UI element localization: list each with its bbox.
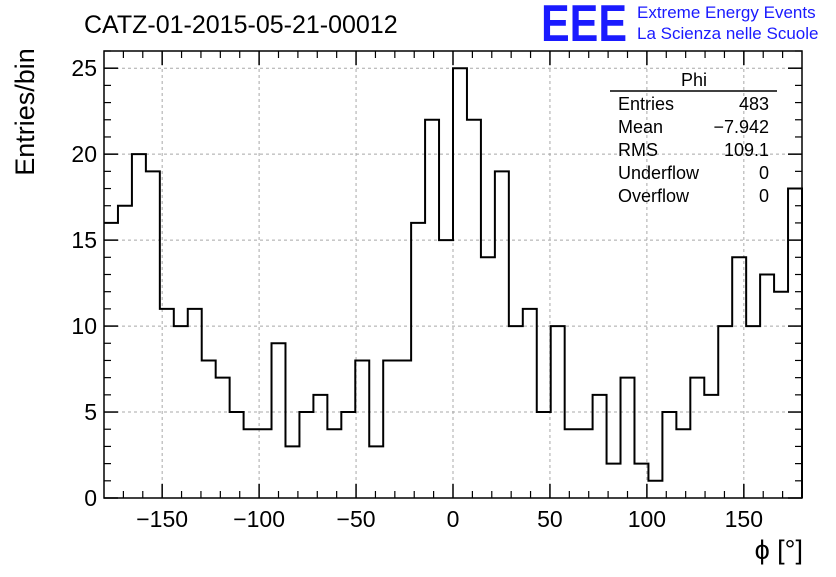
- y-tick-label: 20: [71, 141, 97, 167]
- histogram-series: [104, 67, 803, 499]
- x-tick-label: −150: [136, 506, 188, 532]
- y-tick-label: 25: [71, 55, 97, 81]
- histogram-bin: [118, 206, 132, 498]
- histogram-bin: [174, 326, 188, 498]
- histogram-bin: [537, 412, 551, 498]
- histogram-bin: [662, 412, 676, 498]
- histogram-bin: [746, 326, 760, 498]
- histogram-bin: [160, 309, 174, 498]
- histogram-bin: [146, 171, 160, 498]
- histogram-bin: [285, 446, 299, 498]
- x-tick-label: 150: [725, 506, 763, 532]
- y-tick-label: 10: [71, 313, 97, 339]
- histogram-bin: [579, 429, 593, 498]
- histogram-bin: [132, 154, 146, 498]
- histogram-bin: [467, 120, 481, 498]
- stats-box: Phi Entries 483 Mean −7.942 RMS 109.1 Un…: [610, 70, 777, 206]
- y-axis-label: Entries/bin: [10, 48, 40, 176]
- y-tick-label: 5: [84, 399, 97, 425]
- stats-label: Mean: [618, 117, 663, 137]
- stats-label: RMS: [618, 140, 658, 160]
- histogram-bin: [690, 378, 704, 498]
- histogram-outline: [104, 67, 803, 498]
- histogram-bin: [704, 395, 718, 498]
- histogram-bin: [439, 240, 453, 498]
- histogram-bin: [216, 378, 230, 498]
- histogram-bin: [718, 326, 732, 498]
- histogram-bin: [425, 120, 439, 498]
- x-tick-label: 100: [628, 506, 666, 532]
- stats-title: Phi: [681, 70, 707, 90]
- histogram-bin: [272, 343, 286, 498]
- y-tick-label: 15: [71, 227, 97, 253]
- histogram-bin: [565, 429, 579, 498]
- axis-ticks: [104, 50, 802, 499]
- histogram-bin: [760, 275, 774, 499]
- histogram-bin: [523, 309, 537, 498]
- logo-line-1: Extreme Energy Events: [637, 3, 816, 22]
- stats-label: Entries: [618, 94, 674, 114]
- histogram-bin: [621, 378, 635, 498]
- histogram-bin: [453, 68, 467, 498]
- stats-value: −7.942: [713, 117, 769, 137]
- histogram-bin: [732, 257, 746, 498]
- stats-value: 109.1: [724, 140, 769, 160]
- histogram-bin: [551, 326, 565, 498]
- histogram-bin: [299, 412, 313, 498]
- histogram-bin: [202, 360, 216, 498]
- histogram-bin: [774, 292, 788, 498]
- stats-value: 0: [759, 163, 769, 183]
- x-tick-label: 50: [537, 506, 563, 532]
- histogram-bin: [369, 446, 383, 498]
- x-tick-label: 0: [447, 506, 460, 532]
- x-axis-label: ϕ [°]: [755, 535, 803, 565]
- chart-title: CATZ-01-2015-05-21-00012: [84, 11, 398, 39]
- histogram-bin: [244, 429, 258, 498]
- stats-label: Underflow: [618, 163, 700, 183]
- histogram-bin: [509, 326, 523, 498]
- histogram-bin: [397, 360, 411, 498]
- x-tick-label: −50: [337, 506, 376, 532]
- histogram-bin: [188, 309, 202, 498]
- histogram-bin: [383, 360, 397, 498]
- histogram-bin: [593, 395, 607, 498]
- histogram-bin: [648, 481, 662, 498]
- histogram-bin: [327, 429, 341, 498]
- stats-value: 0: [759, 186, 769, 206]
- histogram-bin: [230, 412, 244, 498]
- histogram-bin: [481, 257, 495, 498]
- stats-label: Overflow: [618, 186, 690, 206]
- eee-logo: EEE: [541, 0, 627, 53]
- y-tick-label: 0: [84, 485, 97, 511]
- axis-tick-labels: −150 −100 −50 0 50 100 150 0 5 10 15 20 25: [71, 55, 763, 532]
- histogram-bin: [411, 223, 425, 498]
- histogram-bin: [341, 412, 355, 498]
- histogram-bin: [676, 429, 690, 498]
- histogram-bin: [313, 395, 327, 498]
- logo-line-2: La Scienza nelle Scuole: [637, 24, 818, 43]
- histogram-bin: [495, 171, 509, 498]
- histogram-bin: [355, 360, 369, 498]
- x-tick-label: −100: [233, 506, 285, 532]
- stats-value: 483: [739, 94, 769, 114]
